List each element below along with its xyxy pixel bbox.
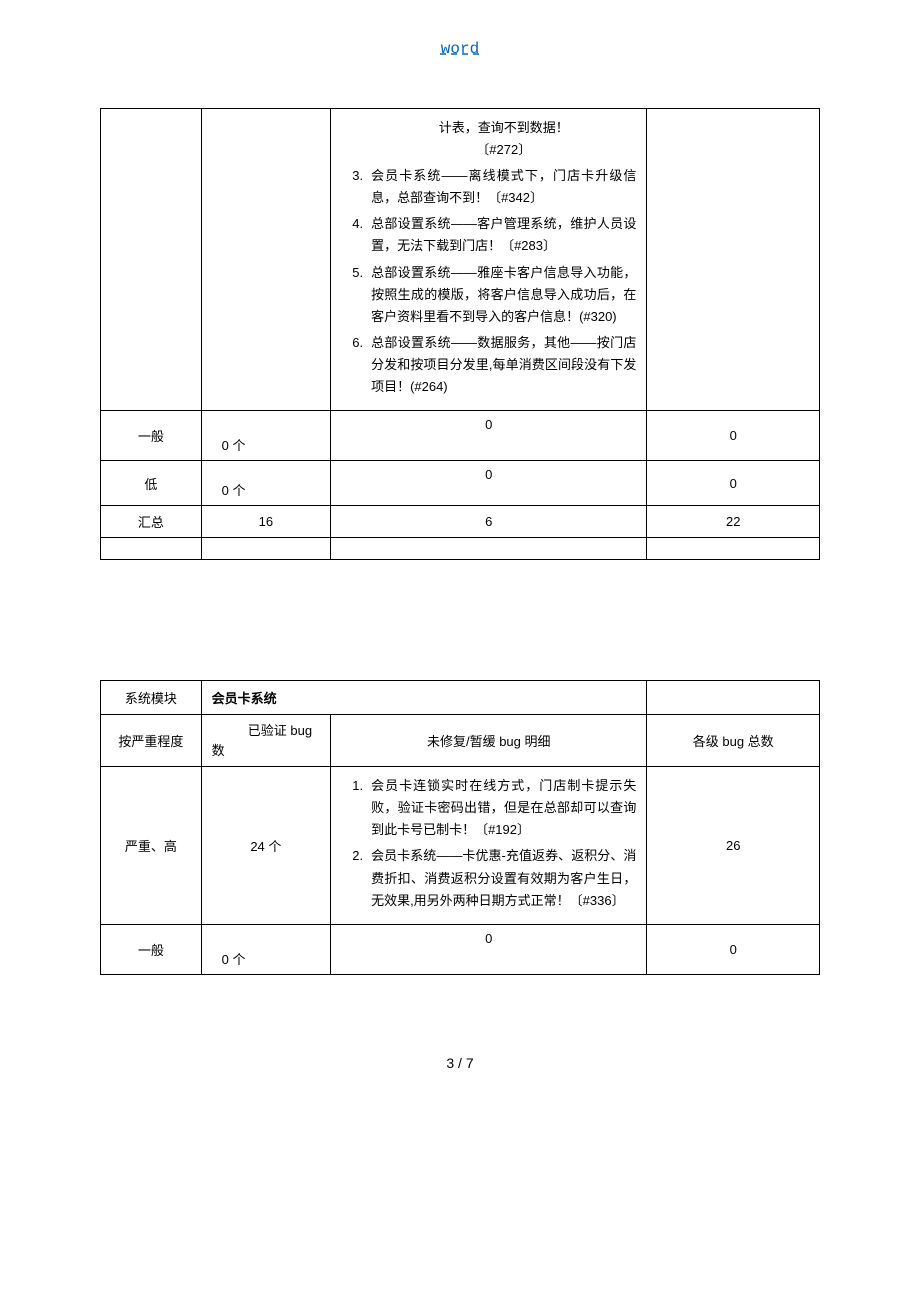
bug-item-number: 5. — [341, 262, 371, 328]
bug-item-text: 总部设置系统——客户管理系统，维护人员设置，无法下载到门店！〔#283〕 — [371, 213, 636, 257]
t1-low-total: 0 — [647, 461, 820, 506]
page-number: 3 / 7 — [446, 1055, 473, 1071]
bug-table-1: 计表，查询不到数据！〔#272〕3.会员卡系统——离线模式下，门店卡升级信息，总… — [100, 108, 820, 560]
bug-item-number: 2. — [341, 845, 371, 911]
t2-module-value: 会员卡系统 — [201, 681, 647, 715]
t2-total-label: 各级 bug 总数 — [647, 715, 820, 767]
t1-summary-detail: 6 — [331, 506, 647, 538]
t2-severe-detail: 1.会员卡连锁实时在线方式，门店制卡提示失败，验证卡密码出错，但是在总部却可以查… — [331, 767, 647, 925]
t1-general-label: 一般 — [101, 411, 202, 461]
t1-empty-4 — [647, 538, 820, 560]
t1-general-verified: 0 个 — [201, 411, 330, 461]
t2-verified-label-top: 已验证 bug — [212, 721, 322, 741]
t2-severe-total: 26 — [647, 767, 820, 925]
t2-severity-label: 按严重程度 — [101, 715, 202, 767]
bug-table-2: 系统模块 会员卡系统 按严重程度 已验证 bug 数 未修复/暂缓 bug 明细… — [100, 680, 820, 975]
header-link: word — [100, 40, 820, 58]
t2-severe-verified: 24 个 — [201, 767, 330, 925]
t2-general-detail: 0 — [331, 924, 647, 974]
t2-general-verified: 0 个 — [201, 924, 330, 974]
t1-empty-1 — [101, 538, 202, 560]
t1-cont-severity — [101, 109, 202, 411]
bug-item-number — [341, 117, 371, 161]
t1-empty-3 — [331, 538, 647, 560]
t2-module-label: 系统模块 — [101, 681, 202, 715]
bug-item-text: 总部设置系统——雅座卡客户信息导入功能，按照生成的模版，将客户信息导入成功后，在… — [371, 262, 636, 328]
t1-low-verified: 0 个 — [201, 461, 330, 506]
bug-item: 3.会员卡系统——离线模式下，门店卡升级信息，总部查询不到！〔#342〕 — [341, 165, 636, 209]
t1-cont-detail: 计表，查询不到数据！〔#272〕3.会员卡系统——离线模式下，门店卡升级信息，总… — [331, 109, 647, 411]
bug-item-number: 1. — [341, 775, 371, 841]
t2-general-label: 一般 — [101, 924, 202, 974]
t1-low-label: 低 — [101, 461, 202, 506]
bug-item-text: 会员卡连锁实时在线方式，门店制卡提示失败，验证卡密码出错，但是在总部却可以查询到… — [371, 775, 636, 841]
bug-item: 5.总部设置系统——雅座卡客户信息导入功能，按照生成的模版，将客户信息导入成功后… — [341, 262, 636, 328]
t1-cont-total — [647, 109, 820, 411]
t2-detail-label: 未修复/暂缓 bug 明细 — [331, 715, 647, 767]
bug-item: 4.总部设置系统——客户管理系统，维护人员设置，无法下载到门店！〔#283〕 — [341, 213, 636, 257]
header-link-text[interactable]: word — [441, 40, 479, 58]
t2-general-total: 0 — [647, 924, 820, 974]
t2-verified-label-bot: 数 — [212, 741, 322, 761]
t1-summary-total: 22 — [647, 506, 820, 538]
t1-summary-verified: 16 — [201, 506, 330, 538]
bug-item-number: 3. — [341, 165, 371, 209]
t1-general-detail: 0 — [331, 411, 647, 461]
t1-summary-label: 汇总 — [101, 506, 202, 538]
t1-cont-verified — [201, 109, 330, 411]
bug-item: 1.会员卡连锁实时在线方式，门店制卡提示失败，验证卡密码出错，但是在总部却可以查… — [341, 775, 636, 841]
bug-item-text: 计表，查询不到数据！〔#272〕 — [371, 117, 636, 161]
t1-general-total: 0 — [647, 411, 820, 461]
bug-item-number: 6. — [341, 332, 371, 398]
bug-item-text: 总部设置系统——数据服务，其他——按门店分发和按项目分发里,每单消费区间段没有下… — [371, 332, 636, 398]
bug-item-text: 会员卡系统——卡优惠-充值返券、返积分、消费折扣、消费返积分设置有效期为客户生日… — [371, 845, 636, 911]
t2-header-empty — [647, 681, 820, 715]
bug-item: 6.总部设置系统——数据服务，其他——按门店分发和按项目分发里,每单消费区间段没… — [341, 332, 636, 398]
t1-low-detail: 0 — [331, 461, 647, 506]
page-footer: 3 / 7 — [100, 1055, 820, 1071]
bug-item: 计表，查询不到数据！〔#272〕 — [341, 117, 636, 161]
t2-verified-label: 已验证 bug 数 — [201, 715, 330, 767]
t1-empty-2 — [201, 538, 330, 560]
bug-item-text: 会员卡系统——离线模式下，门店卡升级信息，总部查询不到！〔#342〕 — [371, 165, 636, 209]
bug-item: 2.会员卡系统——卡优惠-充值返券、返积分、消费折扣、消费返积分设置有效期为客户… — [341, 845, 636, 911]
bug-item-number: 4. — [341, 213, 371, 257]
t2-severe-label: 严重、高 — [101, 767, 202, 925]
